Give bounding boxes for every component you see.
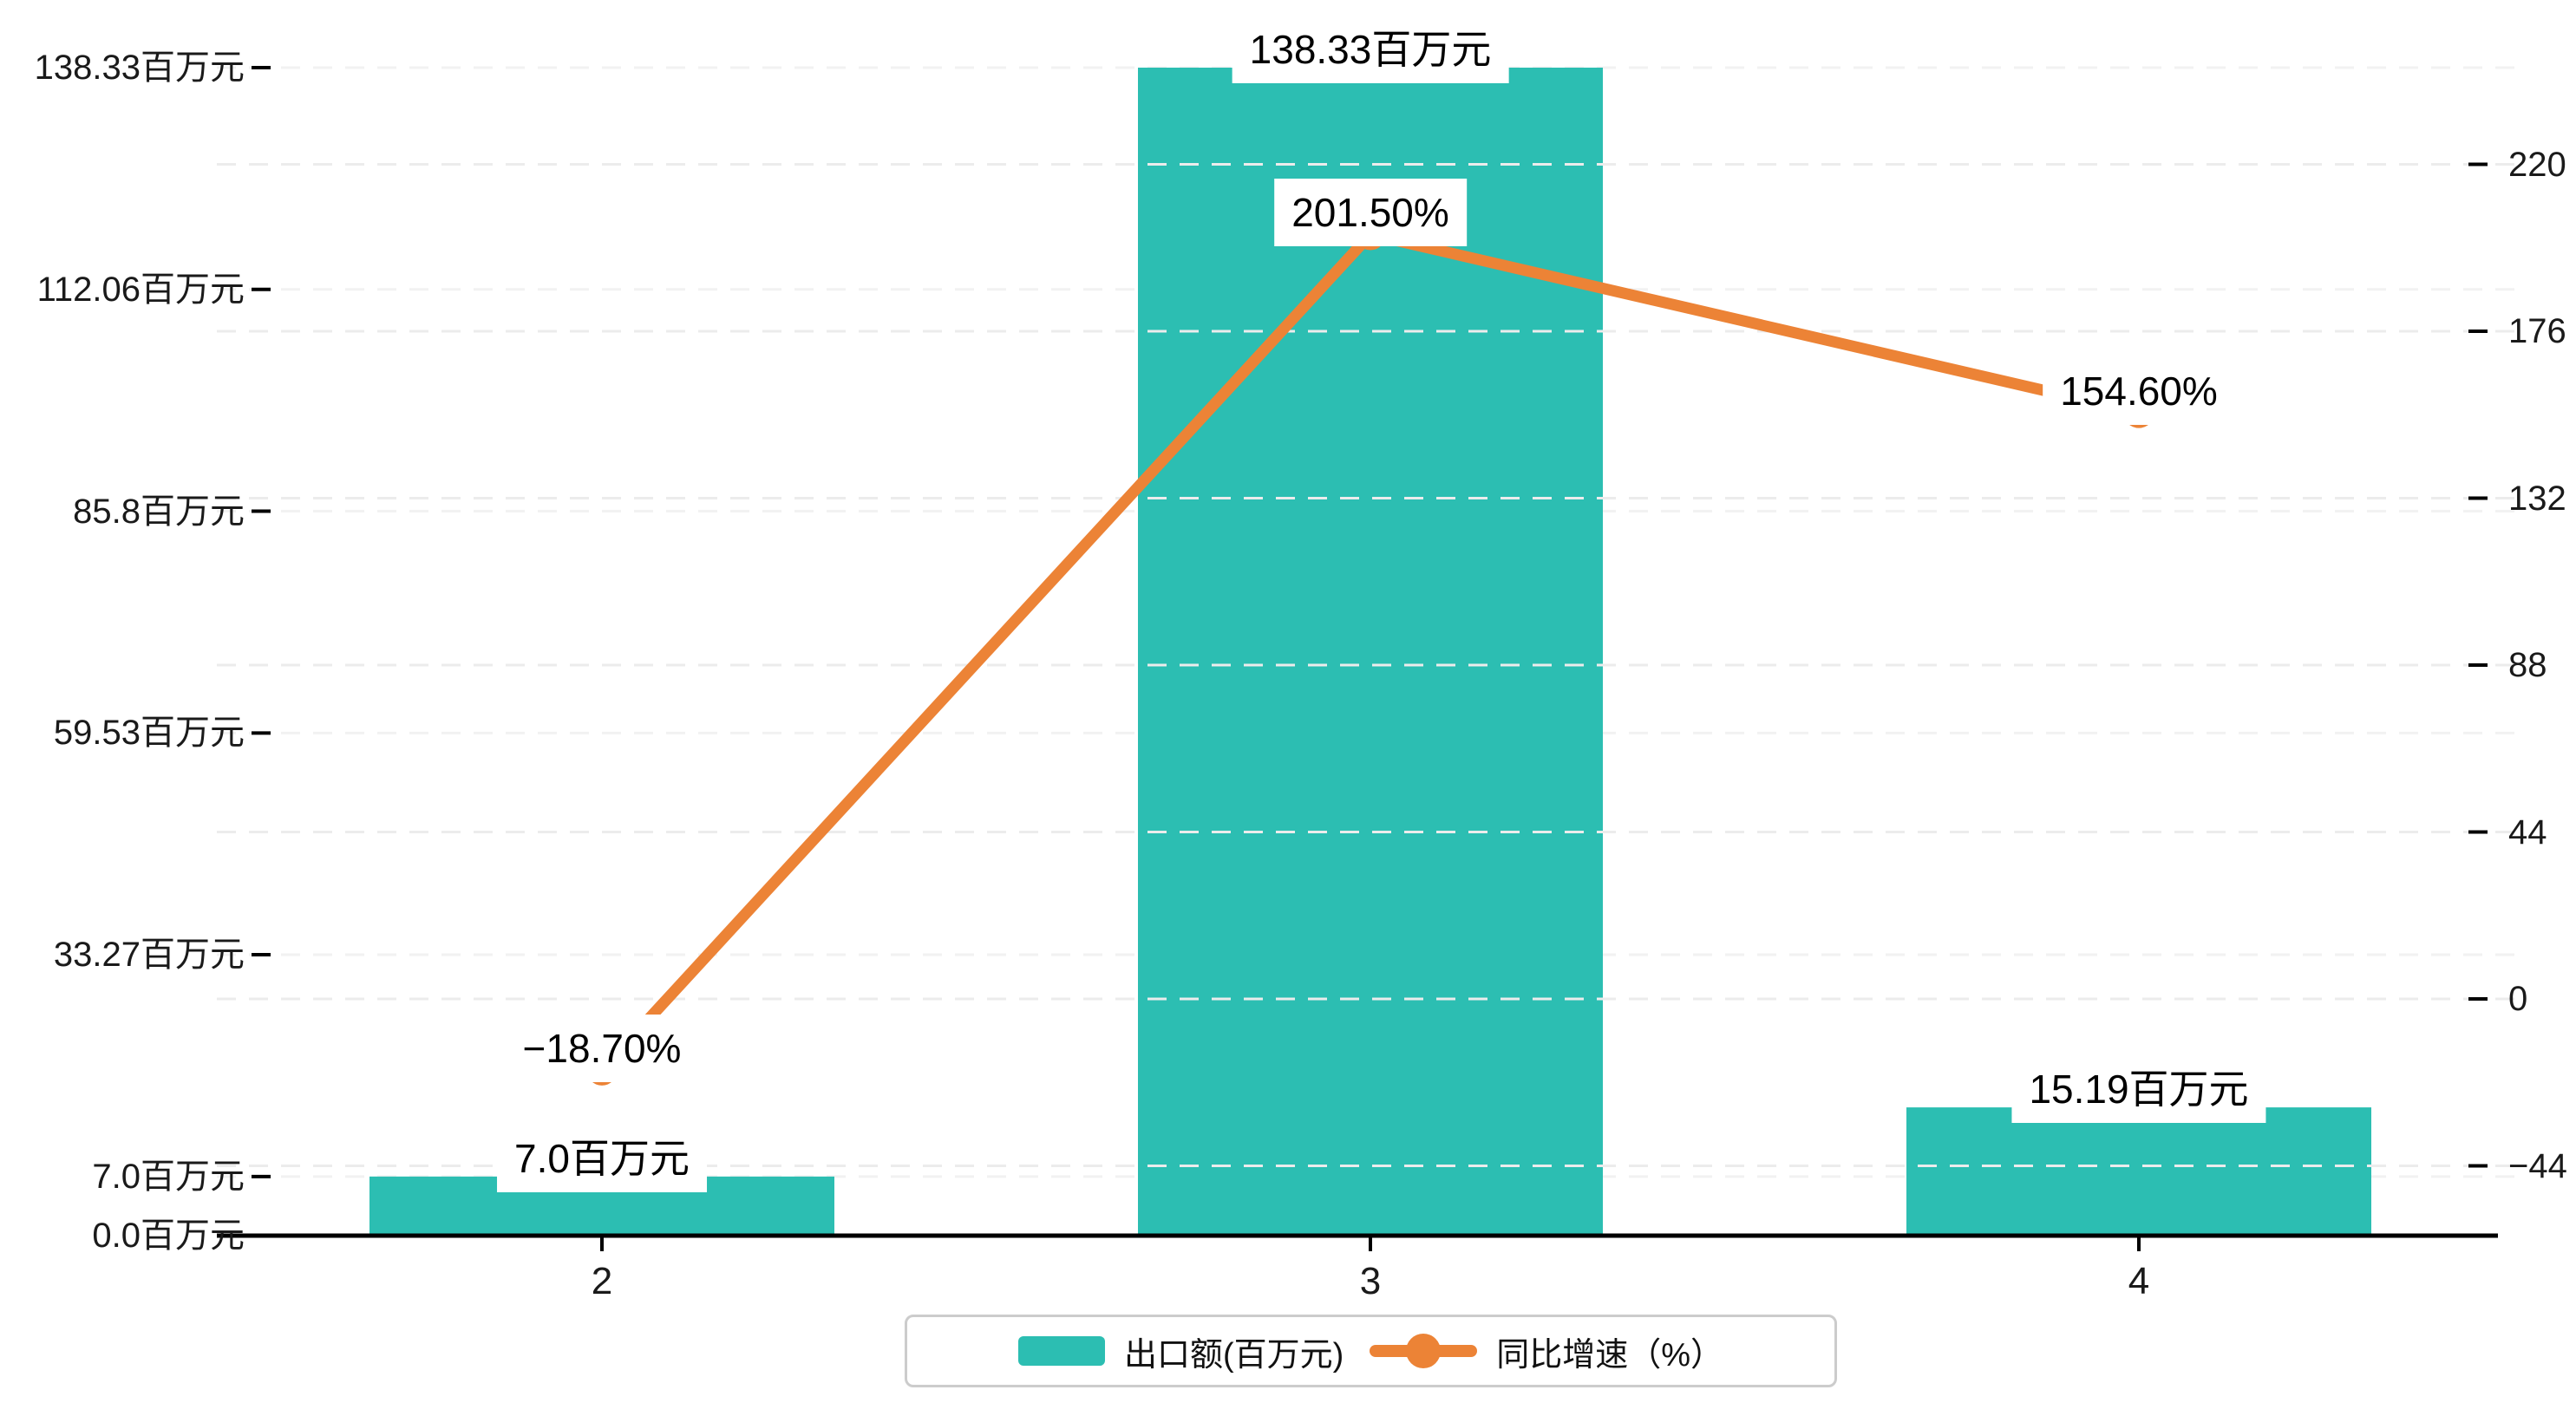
- y-axis-tick-label: 85.8百万元: [73, 492, 245, 531]
- bar-swatch-icon: [1017, 1336, 1105, 1366]
- legend-item-label: 出口额(百万元): [1123, 1336, 1344, 1374]
- y-axis-tick-label: 7.0百万元: [92, 1157, 245, 1196]
- y-axis-tick-label: 112.06百万元: [36, 270, 245, 309]
- x-axis-tick-label: 4: [2128, 1260, 2150, 1302]
- line-data-label: −18.70%: [505, 1014, 699, 1082]
- x-axis-tick-label: 3: [1359, 1260, 1382, 1302]
- right-axis-tick-label: −44: [2508, 1146, 2567, 1185]
- y-axis-tick-label: 138.33百万元: [34, 49, 245, 87]
- line-swatch-icon: [1370, 1332, 1478, 1370]
- legend-item-export[interactable]: 出口额(百万元): [1017, 1328, 1344, 1375]
- right-axis-tick-label: 220: [2508, 145, 2566, 184]
- bar-data-label: 15.19百万元: [2011, 1055, 2266, 1124]
- bar-data-label: 7.0百万元: [497, 1124, 707, 1192]
- right-axis-tick-label: 44: [2508, 812, 2547, 852]
- legend-item-label: 同比增速（%）: [1496, 1336, 1724, 1374]
- y-axis-tick-label: 33.27百万元: [53, 936, 245, 975]
- right-axis-tick-label: 176: [2508, 312, 2566, 350]
- line-data-label: 154.60%: [2043, 356, 2235, 425]
- right-axis-tick-label: 88: [2508, 646, 2547, 684]
- right-axis-tick-label: 132: [2508, 479, 2566, 518]
- legend: 出口额(百万元) 同比增速（%）: [905, 1315, 1837, 1387]
- bar-category-3[interactable]: [1138, 68, 1603, 1236]
- y-axis-tick-label: 59.53百万元: [53, 714, 245, 753]
- legend-item-growth[interactable]: 同比增速（%）: [1370, 1328, 1723, 1375]
- bar-data-label: 138.33百万元: [1232, 16, 1509, 83]
- x-axis-tick-label: 2: [591, 1260, 613, 1302]
- bar-category-4[interactable]: [1906, 1107, 2371, 1236]
- y-axis-tick-label: 0.0百万元: [92, 1217, 245, 1255]
- right-axis-tick-label: 0: [2508, 980, 2528, 1018]
- line-data-label: 201.50%: [1274, 179, 1467, 247]
